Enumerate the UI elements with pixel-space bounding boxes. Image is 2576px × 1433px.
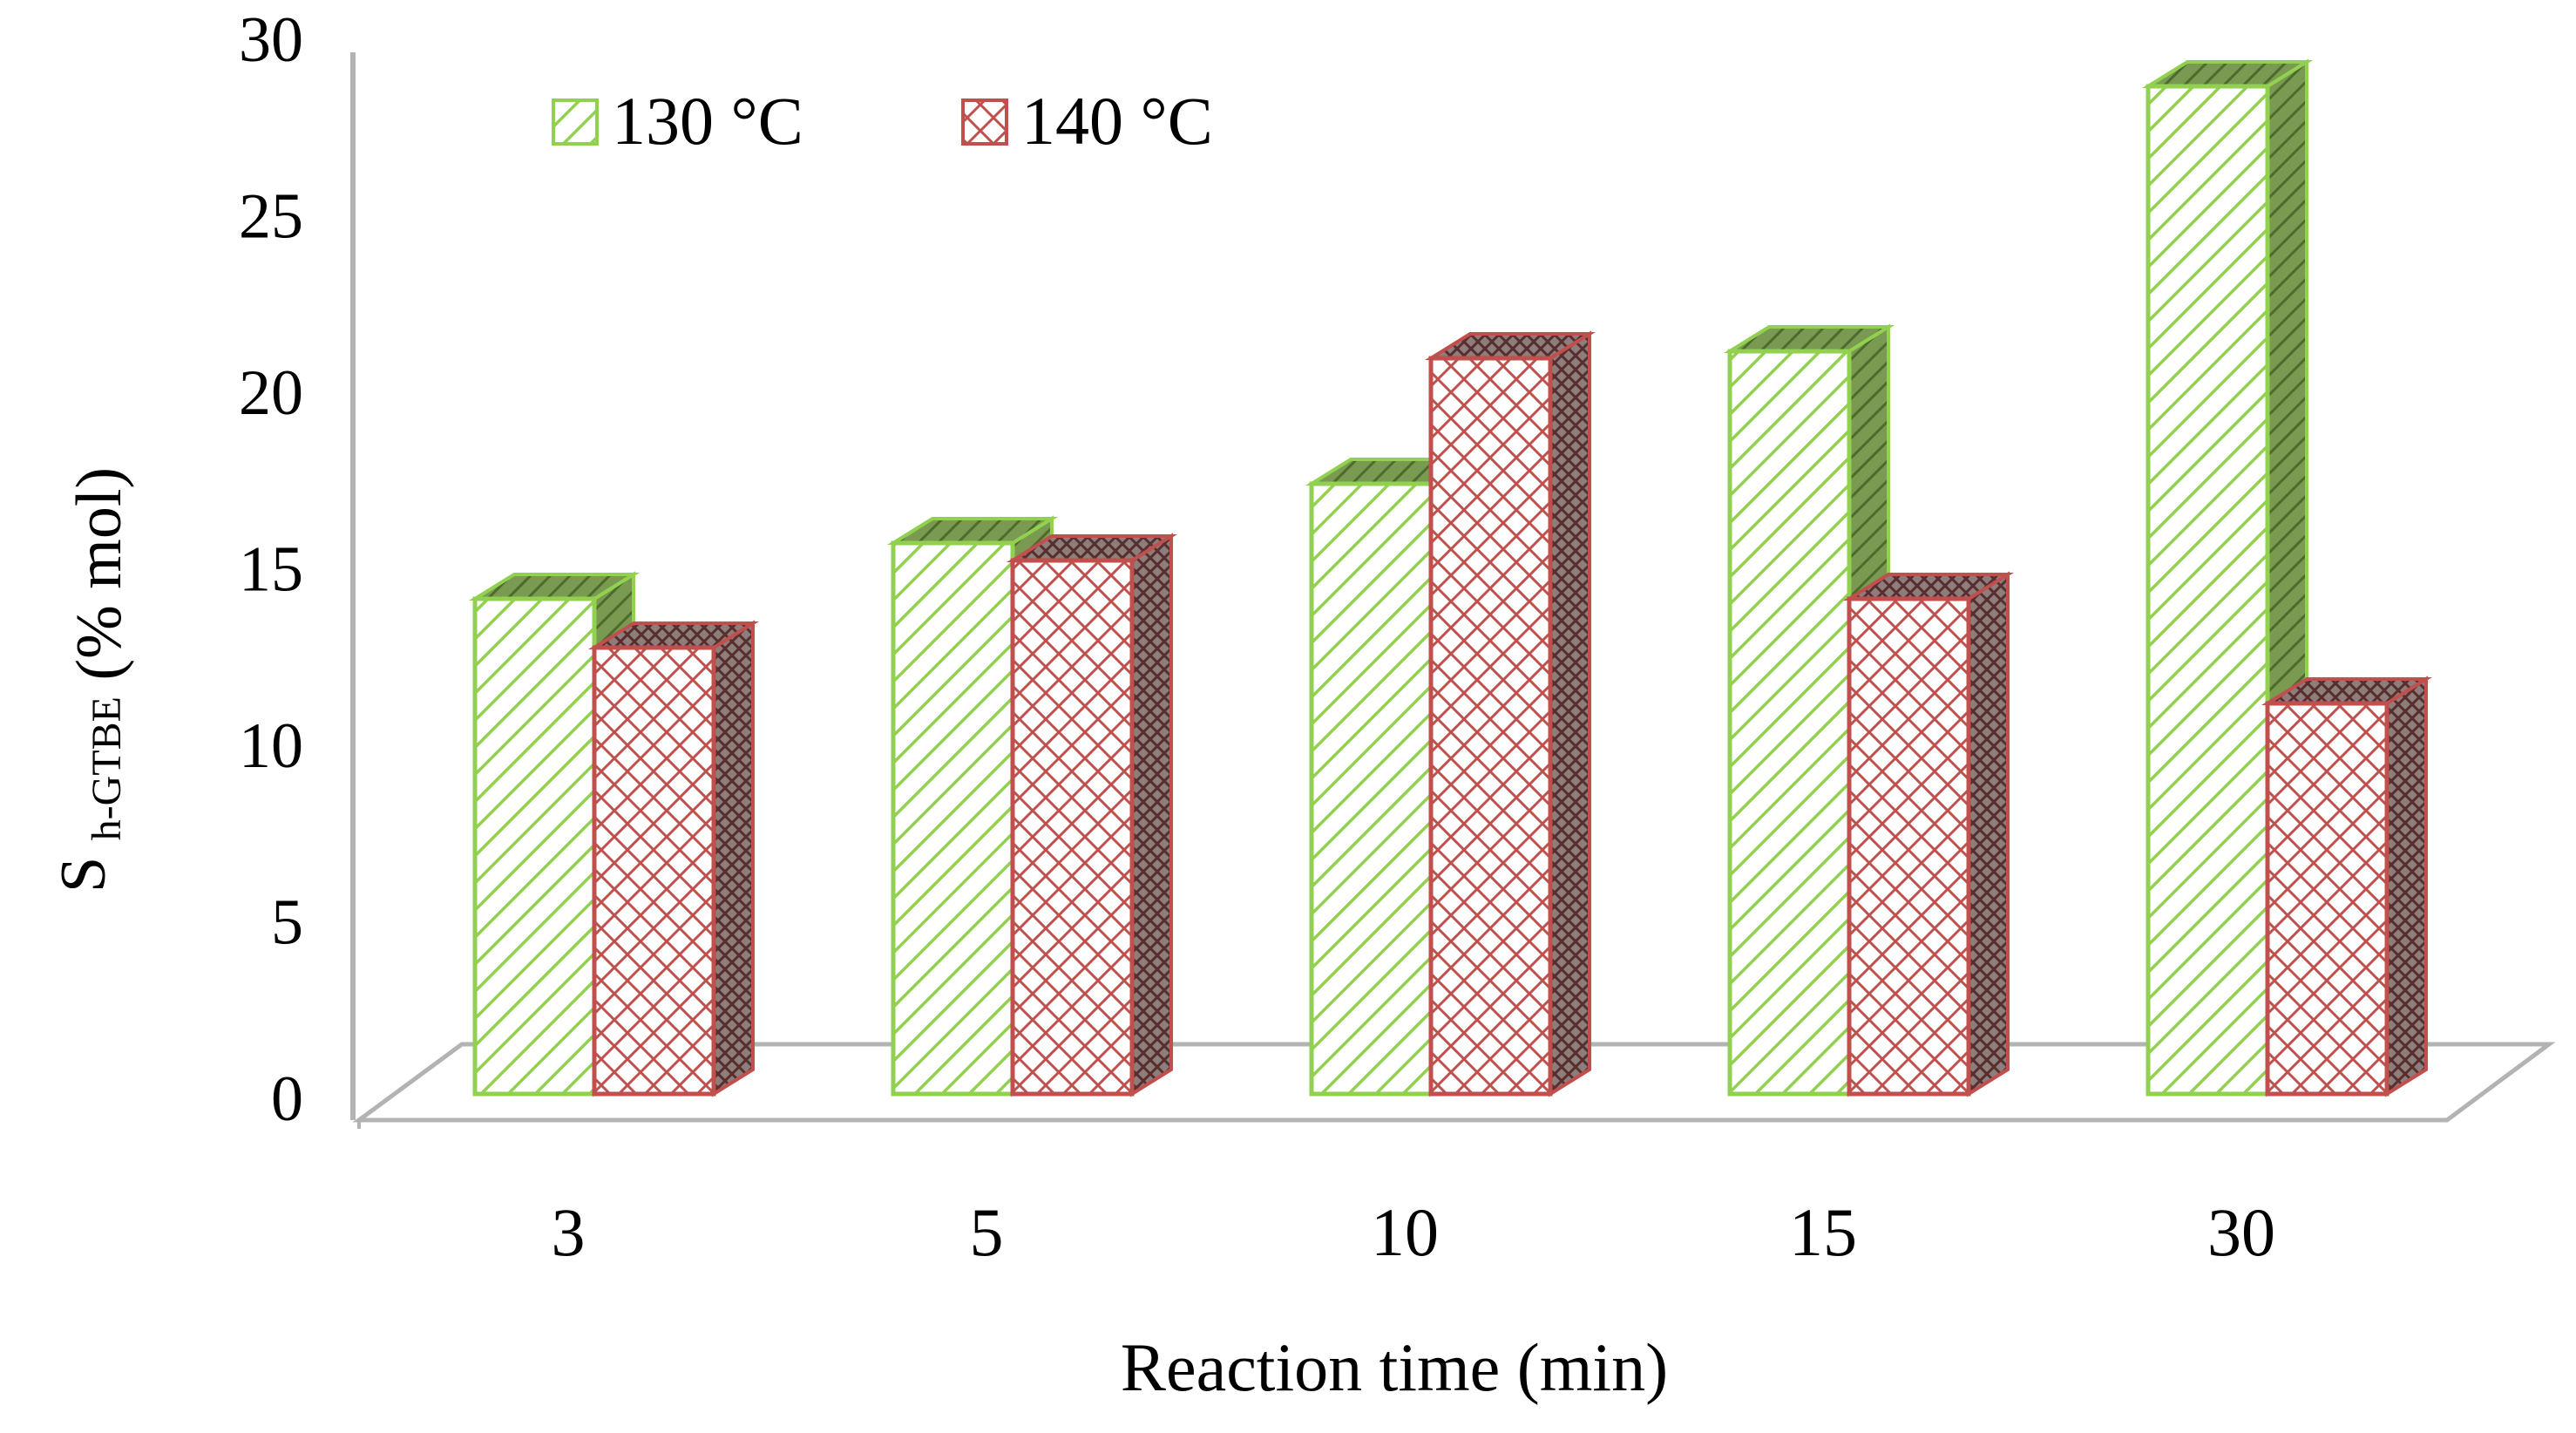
x-tick-label: 5 xyxy=(970,1194,1004,1270)
bar-side xyxy=(1130,533,1173,1097)
bar-front xyxy=(891,540,1015,1097)
legend-item-130: 130 °C xyxy=(552,83,803,159)
y-axis-ticks: 0 5 10 15 20 25 30 xyxy=(239,4,303,1135)
bar-front xyxy=(1428,356,1553,1097)
legend: 130 °C 140 °C xyxy=(552,83,1213,159)
bar-front xyxy=(1010,558,1135,1097)
legend-item-140: 140 °C xyxy=(961,83,1213,159)
y-tick-label: 10 xyxy=(239,710,303,782)
x-tick-label: 15 xyxy=(1789,1194,1857,1270)
legend-swatch-140 xyxy=(961,98,1008,146)
legend-swatch-130 xyxy=(552,98,599,146)
y-axis-label-main: S xyxy=(48,857,119,893)
bar-140-5 xyxy=(1007,533,1177,1097)
x-axis-label: Reaction time (min) xyxy=(1121,1329,1668,1405)
y-tick-label: 20 xyxy=(239,357,303,429)
x-tick-label: 3 xyxy=(552,1194,586,1270)
bar-front xyxy=(2146,84,2270,1097)
bar-140-30 xyxy=(2261,676,2432,1097)
bar-front xyxy=(1309,481,1434,1097)
y-tick-label: 15 xyxy=(239,534,303,606)
legend-label-130: 130 °C xyxy=(612,83,803,159)
y-tick-label: 5 xyxy=(271,887,303,959)
y-axis-label: S h-GTBE (% mol) xyxy=(48,467,135,893)
x-tick-label: 10 xyxy=(1371,1194,1439,1270)
bar-front xyxy=(592,645,716,1097)
bar-140-3 xyxy=(588,620,759,1097)
y-tick-label: 25 xyxy=(239,181,303,253)
bar-140-10 xyxy=(1425,330,1596,1097)
x-tick-label: 30 xyxy=(2207,1194,2275,1270)
bar-140-15 xyxy=(1843,571,2014,1097)
svg-text:S h-GTBE (: S h-GTBE (% mol) xyxy=(48,467,135,893)
y-axis-label-subscript: h-GTBE xyxy=(84,696,130,840)
bar-side xyxy=(712,620,755,1097)
y-axis-label-unit: (% mol) xyxy=(64,467,135,681)
bar-side xyxy=(1967,571,2010,1097)
legend-label-140: 140 °C xyxy=(1021,83,1213,159)
bar-side xyxy=(1549,330,1591,1097)
x-axis-ticks: 3 5 10 15 30 xyxy=(552,1194,2276,1270)
bar-side xyxy=(2385,676,2428,1097)
bars-group xyxy=(469,58,2432,1097)
bar-front xyxy=(1727,349,1852,1097)
y-tick-label: 0 xyxy=(271,1063,303,1135)
y-tick-label: 30 xyxy=(239,4,303,76)
bar-front xyxy=(472,596,597,1097)
bar-front xyxy=(1847,596,1971,1097)
bar-front xyxy=(2265,701,2390,1097)
